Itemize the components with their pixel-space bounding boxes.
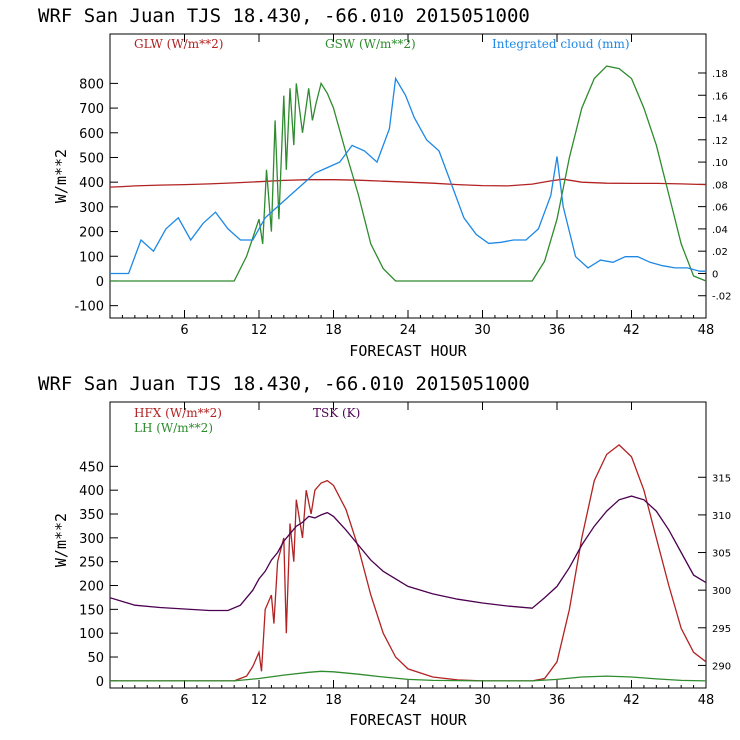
x-tick-label: 12 [251,323,268,338]
x-tick-label: 48 [698,693,715,708]
y-tick-label: 100 [79,627,104,642]
x-tick-label: 24 [400,693,417,708]
y-tick-label: 800 [79,77,104,92]
y2-tick-label: 290 [712,661,731,672]
x-tick-label: 24 [400,323,417,338]
y-tick-label: 0 [96,275,104,290]
y-tick-label: 150 [79,603,104,618]
chart-panel-2: WRF San Juan TJS 18.430, -66.010 2015051… [38,373,731,729]
series-line-tsk [110,495,706,612]
y2-tick-label: 310 [712,511,731,522]
y-tick-label: 300 [79,532,104,547]
y-tick-label: 600 [79,127,104,142]
x-tick-label: 48 [698,323,715,338]
legend-gsw: GSW (W/m**2) [325,37,416,51]
y-tick-label: 500 [79,151,104,166]
y-tick-label: 400 [79,484,104,499]
x-tick-label: 30 [474,323,491,338]
y-tick-label: 100 [79,250,104,265]
y-tick-label: 200 [79,580,104,595]
series-line-integrated-cloud [110,76,706,275]
x-tick-label: 30 [474,693,491,708]
y-tick-label: 350 [79,508,104,523]
y2-tick-label: 0 [712,269,718,280]
plot-frame [109,401,707,689]
y-axis-label: W/m**2 [52,149,70,203]
x-tick-label: 36 [549,323,566,338]
legend-lh: LH (W/m**2) [134,421,213,435]
y2-tick-label: .14 [712,114,728,125]
y-axis-label: W/m**2 [52,513,70,567]
y-tick-label: 0 [96,675,104,690]
y-tick-label: 300 [79,201,104,216]
y-tick-label: 50 [87,651,104,666]
y-tick-label: 200 [79,226,104,241]
y2-tick-label: 295 [712,624,731,635]
series-line-hfx [110,444,706,682]
x-tick-label: 36 [549,693,566,708]
y-tick-label: -100 [74,300,104,315]
legend-tsk: TSK (K) [313,406,360,420]
x-tick-label: 18 [325,323,342,338]
series-line-lh [110,670,706,682]
y2-tick-label: .06 [712,203,728,214]
x-tick-label: 12 [251,693,268,708]
series-line-glw [110,178,706,188]
y2-tick-label: 305 [712,549,731,560]
chart-title: WRF San Juan TJS 18.430, -66.010 2015051… [38,5,530,27]
legend-hfx: HFX (W/m**2) [134,406,222,420]
x-axis-label: FORECAST HOUR [349,711,467,729]
y-tick-label: 250 [79,556,104,571]
y2-tick-label: .18 [712,69,728,80]
plot-frame [109,33,707,319]
y2-tick-label: .10 [712,158,728,169]
y2-tick-label: 315 [712,473,731,484]
x-tick-label: 6 [180,693,188,708]
x-axis-label: FORECAST HOUR [349,342,467,360]
x-tick-label: 18 [325,693,342,708]
y-tick-label: 450 [79,460,104,475]
x-tick-label: 6 [180,323,188,338]
y2-tick-label: 300 [712,586,731,597]
legend-glw: GLW (W/m**2) [134,37,223,51]
chart-panel-1: WRF San Juan TJS 18.430, -66.010 2015051… [38,5,732,360]
y-tick-label: 400 [79,176,104,191]
y2-tick-label: .12 [712,136,728,147]
legend-integrated-cloud: Integrated cloud (mm) [492,37,630,51]
x-tick-label: 42 [623,693,640,708]
y-tick-label: 700 [79,102,104,117]
y2-tick-label: .16 [712,91,728,102]
series-line-gsw [110,65,706,282]
chart-title: WRF San Juan TJS 18.430, -66.010 2015051… [38,373,530,395]
y2-tick-label: .04 [712,225,728,236]
x-tick-label: 42 [623,323,640,338]
y2-tick-label: .08 [712,180,728,191]
y2-tick-label: -.02 [712,292,732,303]
y2-tick-label: .02 [712,247,728,258]
